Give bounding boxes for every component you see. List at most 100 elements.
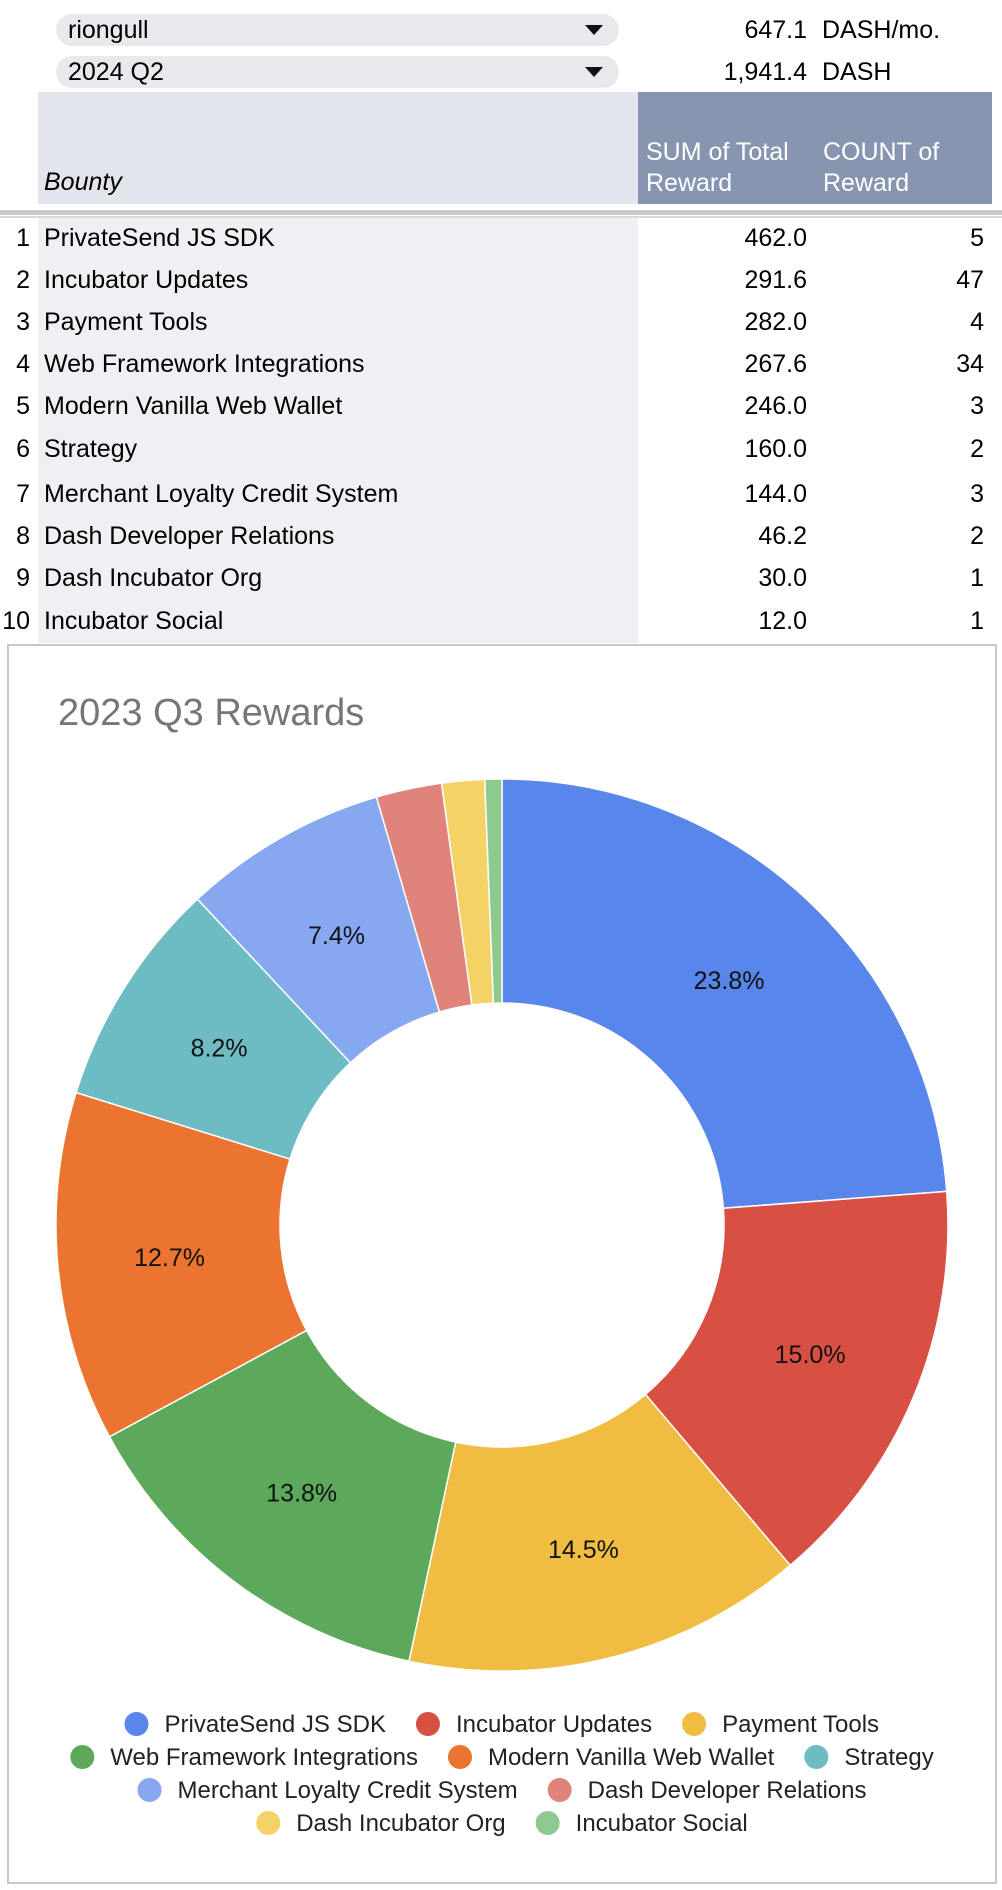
sum-cell[interactable]: 462.0 bbox=[744, 224, 807, 252]
donut-slice[interactable] bbox=[501, 778, 948, 1210]
legend-item[interactable]: Dash Developer Relations bbox=[547, 1777, 867, 1804]
count-cell[interactable]: 3 bbox=[970, 480, 984, 508]
total-value: 1,941.4 bbox=[723, 58, 807, 86]
sum-cell[interactable]: 291.6 bbox=[744, 266, 807, 294]
table-row[interactable]: 4 Web Framework Integrations 267.6 34 bbox=[0, 343, 1002, 385]
legend-item[interactable]: Web Framework Integrations bbox=[70, 1744, 418, 1771]
bounty-name[interactable]: Incubator Social bbox=[44, 607, 224, 635]
header-sum-line1: SUM of Total bbox=[646, 138, 789, 166]
legend-swatch bbox=[415, 1712, 440, 1736]
monthly-unit: DASH/mo. bbox=[822, 16, 941, 44]
monthly-value: 647.1 bbox=[744, 16, 807, 44]
bounty-name[interactable]: Merchant Loyalty Credit System bbox=[44, 480, 399, 508]
bounty-name[interactable]: Payment Tools bbox=[44, 308, 208, 336]
legend-label: Strategy bbox=[844, 1744, 933, 1771]
row-number: 6 bbox=[16, 435, 30, 463]
table-row[interactable]: 5 Modern Vanilla Web Wallet 246.0 3 bbox=[0, 385, 1002, 427]
table-row[interactable]: 9 Dash Incubator Org 30.0 1 bbox=[0, 557, 1002, 599]
slice-label: 15.0% bbox=[775, 1341, 846, 1369]
sum-cell[interactable]: 144.0 bbox=[744, 480, 807, 508]
legend-item[interactable]: Modern Vanilla Web Wallet bbox=[447, 1744, 775, 1771]
legend-label: Incubator Updates bbox=[456, 1711, 652, 1738]
count-cell[interactable]: 1 bbox=[970, 607, 984, 635]
legend-swatch bbox=[124, 1712, 149, 1736]
legend-label: Dash Developer Relations bbox=[588, 1777, 867, 1804]
count-cell[interactable]: 4 bbox=[970, 308, 984, 336]
chevron-down-icon[interactable] bbox=[585, 25, 603, 35]
slice-label: 13.8% bbox=[266, 1479, 337, 1507]
legend-item[interactable]: Strategy bbox=[804, 1744, 934, 1771]
legend-swatch bbox=[447, 1745, 472, 1769]
slice-label: 14.5% bbox=[548, 1536, 619, 1564]
header-underline bbox=[0, 216, 1002, 218]
sum-cell[interactable]: 46.2 bbox=[758, 522, 807, 550]
header-count[interactable]: COUNT of Reward bbox=[823, 137, 939, 199]
legend-label: PrivateSend JS SDK bbox=[165, 1711, 386, 1738]
sum-cell[interactable]: 267.6 bbox=[744, 350, 807, 378]
table-header-left bbox=[38, 92, 638, 204]
period-dropdown[interactable]: 2024 Q2 bbox=[56, 56, 619, 88]
legend-item[interactable]: Incubator Social bbox=[535, 1810, 748, 1837]
row-number: 1 bbox=[16, 224, 30, 252]
bounty-name[interactable]: Modern Vanilla Web Wallet bbox=[44, 392, 343, 420]
bounty-name[interactable]: Dash Developer Relations bbox=[44, 522, 335, 550]
count-cell[interactable]: 47 bbox=[956, 266, 984, 294]
legend-item[interactable]: Merchant Loyalty Credit System bbox=[137, 1777, 518, 1804]
table-row[interactable]: 10 Incubator Social 12.0 1 bbox=[0, 600, 1002, 642]
table-row[interactable]: 6 Strategy 160.0 2 bbox=[0, 428, 1002, 470]
legend-swatch bbox=[682, 1712, 707, 1736]
count-cell[interactable]: 5 bbox=[970, 224, 984, 252]
table-row[interactable]: 3 Payment Tools 282.0 4 bbox=[0, 301, 1002, 343]
donut-slice[interactable] bbox=[644, 1190, 949, 1567]
count-cell[interactable]: 2 bbox=[970, 522, 984, 550]
donut-slice[interactable] bbox=[408, 1393, 792, 1672]
bounty-name[interactable]: Incubator Updates bbox=[44, 266, 249, 294]
row-number: 3 bbox=[16, 308, 30, 336]
header-sum-line2: Reward bbox=[646, 169, 733, 197]
donut-slice[interactable] bbox=[55, 1091, 308, 1438]
bounty-name[interactable]: Strategy bbox=[44, 435, 138, 463]
row-number: 7 bbox=[16, 480, 30, 508]
header-sum[interactable]: SUM of Total Reward bbox=[646, 137, 789, 199]
legend-label: Incubator Social bbox=[576, 1810, 748, 1837]
slice-label: 8.2% bbox=[191, 1034, 248, 1062]
legend-item[interactable]: Dash Incubator Org bbox=[256, 1810, 506, 1837]
slice-label: 12.7% bbox=[134, 1244, 205, 1272]
table-row[interactable]: 1 PrivateSend JS SDK 462.0 5 bbox=[0, 217, 1002, 259]
bounty-name[interactable]: Dash Incubator Org bbox=[44, 564, 263, 592]
donut-slice[interactable] bbox=[483, 778, 503, 1004]
sum-cell[interactable]: 30.0 bbox=[758, 564, 807, 592]
sum-cell[interactable]: 246.0 bbox=[744, 392, 807, 420]
legend-item[interactable]: Incubator Updates bbox=[415, 1711, 652, 1738]
legend-swatch bbox=[804, 1745, 829, 1769]
bounty-column-background bbox=[38, 218, 638, 643]
table-row[interactable]: 2 Incubator Updates 291.6 47 bbox=[0, 259, 1002, 301]
frozen-row-divider[interactable] bbox=[0, 210, 1002, 215]
header-count-line2: Reward bbox=[823, 169, 910, 197]
legend-item[interactable]: Payment Tools bbox=[682, 1711, 879, 1738]
legend-swatch bbox=[547, 1778, 572, 1802]
row-number: 10 bbox=[2, 607, 30, 635]
chart-title: 2023 Q3 Rewards bbox=[58, 692, 365, 734]
table-row[interactable]: 7 Merchant Loyalty Credit System 144.0 3 bbox=[0, 473, 1002, 515]
table-row[interactable]: 8 Dash Developer Relations 46.2 2 bbox=[0, 515, 1002, 557]
count-cell[interactable]: 1 bbox=[970, 564, 984, 592]
header-bounty[interactable]: Bounty bbox=[44, 168, 122, 196]
row-number: 8 bbox=[16, 522, 30, 550]
bounty-name[interactable]: PrivateSend JS SDK bbox=[44, 224, 275, 252]
user-dropdown[interactable]: riongull bbox=[56, 14, 619, 46]
sum-cell[interactable]: 282.0 bbox=[744, 308, 807, 336]
count-cell[interactable]: 3 bbox=[970, 392, 984, 420]
donut-slice[interactable] bbox=[108, 1329, 457, 1663]
sum-cell[interactable]: 12.0 bbox=[758, 607, 807, 635]
legend-label: Web Framework Integrations bbox=[110, 1744, 418, 1771]
total-unit: DASH bbox=[822, 58, 892, 86]
bounty-name[interactable]: Web Framework Integrations bbox=[44, 350, 365, 378]
count-cell[interactable]: 34 bbox=[956, 350, 984, 378]
legend-item[interactable]: PrivateSend JS SDK bbox=[124, 1711, 386, 1738]
sum-cell[interactable]: 160.0 bbox=[744, 435, 807, 463]
legend-label: Merchant Loyalty Credit System bbox=[178, 1777, 518, 1804]
count-cell[interactable]: 2 bbox=[970, 435, 984, 463]
chevron-down-icon[interactable] bbox=[585, 67, 603, 77]
